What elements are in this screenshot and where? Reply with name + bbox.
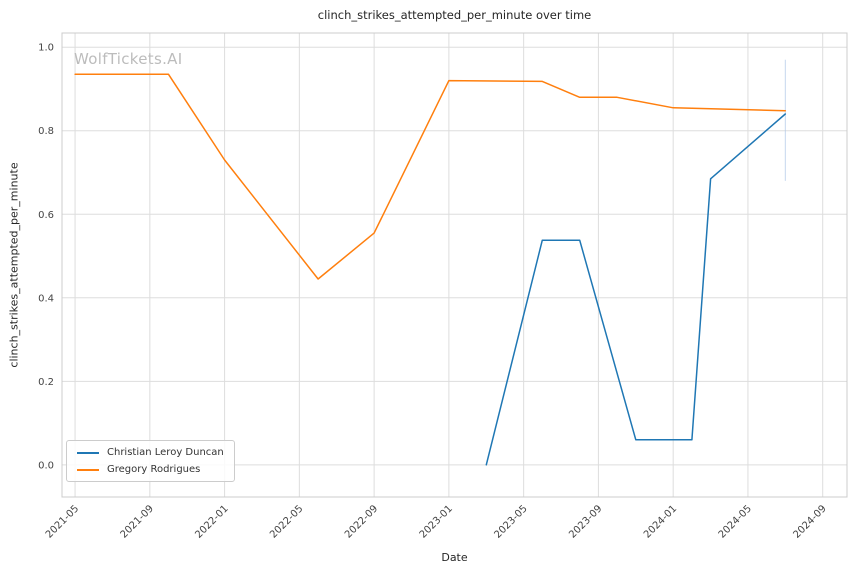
legend-item: Christian Leroy Duncan (77, 447, 224, 458)
legend-label: Christian Leroy Duncan (107, 447, 224, 458)
svg-text:0.8: 0.8 (38, 126, 54, 137)
svg-text:0.6: 0.6 (38, 210, 54, 221)
svg-text:2022-05: 2022-05 (268, 503, 305, 540)
svg-text:2023-05: 2023-05 (492, 503, 529, 540)
svg-text:2022-01: 2022-01 (193, 503, 230, 540)
legend-item: Gregory Rodrigues (77, 464, 224, 475)
svg-text:2024-09: 2024-09 (791, 503, 828, 540)
chart-title: clinch_strikes_attempted_per_minute over… (317, 8, 592, 22)
svg-text:0.4: 0.4 (38, 293, 54, 304)
x-axis-label: Date (441, 551, 468, 564)
svg-text:2022-09: 2022-09 (343, 503, 380, 540)
svg-text:2024-01: 2024-01 (642, 503, 679, 540)
svg-text:2024-05: 2024-05 (717, 503, 754, 540)
legend: Christian Leroy Duncan Gregory Rodrigues (66, 440, 235, 482)
svg-text:2021-09: 2021-09 (119, 503, 156, 540)
watermark: WolfTickets.AI (74, 50, 183, 68)
svg-text:0.2: 0.2 (38, 377, 54, 388)
y-axis-label: clinch_strikes_attempted_per_minute (7, 162, 21, 368)
svg-text:2023-01: 2023-01 (418, 503, 455, 540)
legend-line-swatch-blue (77, 451, 99, 454)
svg-text:2023-09: 2023-09 (567, 503, 604, 540)
legend-label: Gregory Rodrigues (107, 464, 201, 475)
svg-text:0.0: 0.0 (38, 460, 54, 471)
svg-text:1.0: 1.0 (38, 43, 54, 54)
svg-text:2021-05: 2021-05 (44, 503, 81, 540)
legend-line-swatch-orange (77, 468, 99, 471)
